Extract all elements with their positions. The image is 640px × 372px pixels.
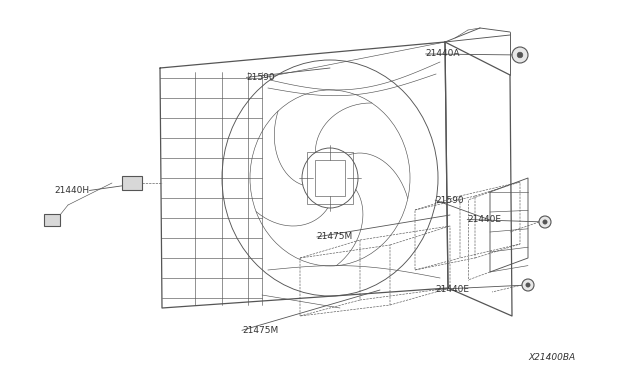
Text: X21400BA: X21400BA <box>528 353 575 362</box>
Bar <box>307 152 353 204</box>
Text: 21440E: 21440E <box>467 215 501 224</box>
Text: 21590: 21590 <box>435 196 464 205</box>
Circle shape <box>539 216 551 228</box>
Bar <box>44 214 60 226</box>
Circle shape <box>526 283 530 287</box>
Circle shape <box>543 220 547 224</box>
Text: 21440E: 21440E <box>435 285 469 294</box>
Circle shape <box>522 279 534 291</box>
Circle shape <box>512 47 528 63</box>
Text: 21440A: 21440A <box>426 49 460 58</box>
Text: 21475M: 21475M <box>242 326 278 335</box>
Text: 21440H: 21440H <box>54 186 90 195</box>
Bar <box>315 160 345 196</box>
Text: 21475M: 21475M <box>317 232 353 241</box>
Bar <box>122 176 142 190</box>
Circle shape <box>517 52 523 58</box>
Text: 21590: 21590 <box>246 73 275 82</box>
